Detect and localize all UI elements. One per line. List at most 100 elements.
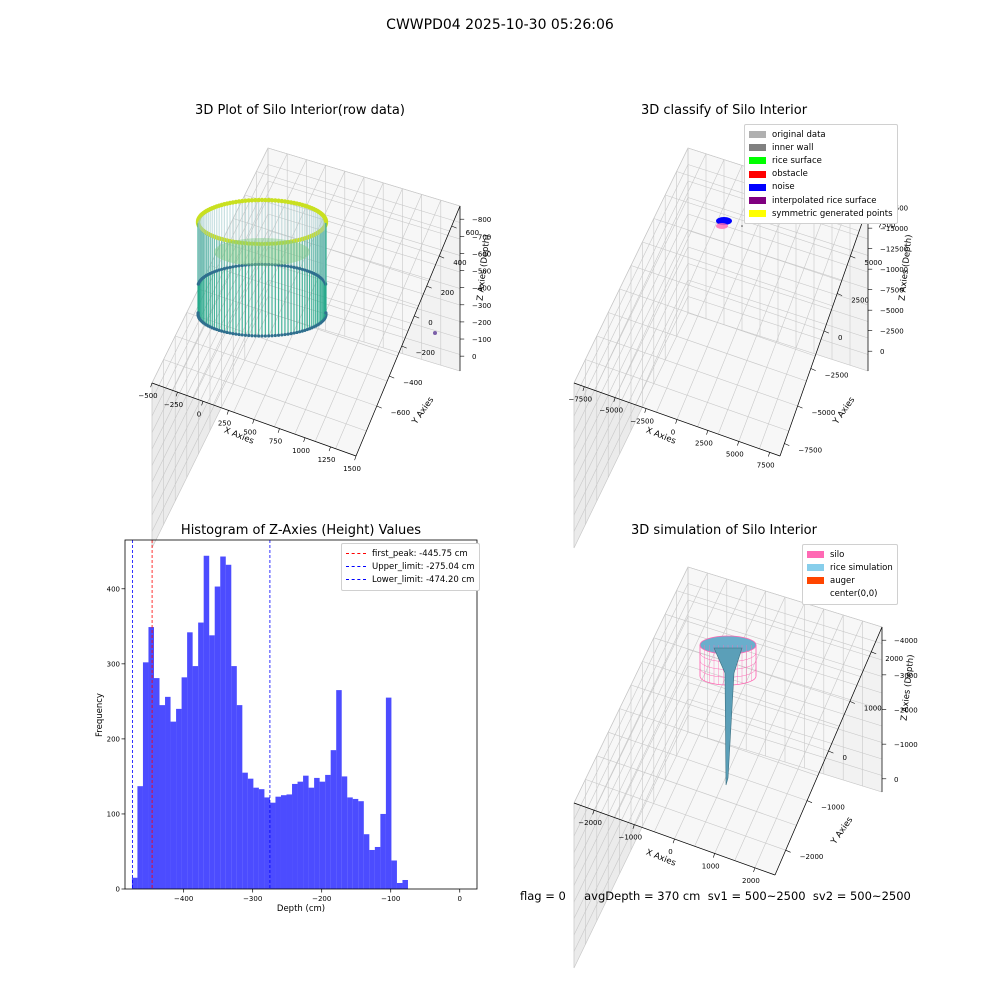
x-tick [613, 397, 616, 402]
wall-bottom-point [267, 262, 271, 267]
grid-line [294, 188, 403, 435]
z-tick-label: −800 [472, 216, 491, 224]
grid-line [653, 637, 850, 702]
wall-bottom-point [300, 329, 304, 333]
wall-bottom-point [247, 333, 251, 338]
wall-bottom-point [280, 263, 284, 268]
legend-swatch [749, 197, 766, 205]
wall-bottom-point [237, 264, 241, 268]
legend-swatch [749, 157, 766, 165]
hist-bar [325, 774, 331, 889]
x-tick-label: 1000 [702, 862, 720, 870]
legend-label: obstacle [772, 169, 808, 180]
legend-swatch [749, 144, 766, 152]
y-tick-label: −5000 [812, 409, 836, 417]
x-tick [753, 867, 756, 873]
hist-bar [292, 783, 298, 889]
wall-top-point [240, 198, 245, 204]
z-axis-label: Z Axies (Depth) [898, 234, 915, 301]
hist-bar [330, 750, 337, 889]
grid-line [573, 665, 689, 903]
y-tick-label: 0 [116, 886, 120, 894]
wall-bottom-point [276, 333, 281, 337]
wall-bottom-point [295, 266, 299, 270]
hist-bar [242, 772, 248, 889]
x-tick-label: −200 [312, 895, 331, 903]
x-tick [592, 810, 595, 815]
x-tick-label: 0 [668, 848, 672, 856]
wall-bottom-point [260, 334, 264, 338]
x-tick [768, 452, 770, 457]
legend-swatch [749, 170, 766, 178]
y-axis-label: Y Axies [410, 395, 437, 427]
legend-label: rice simulation [830, 562, 893, 573]
y-tick [785, 849, 791, 853]
hist-bar [142, 662, 149, 889]
legend-swatch [749, 210, 766, 218]
y-tick [849, 701, 855, 704]
hist-bar [176, 708, 182, 889]
grid-line [738, 194, 833, 442]
x-tick-label: −500 [138, 392, 157, 400]
wall-bottom-point [217, 328, 221, 332]
wall-bottom-point [260, 262, 264, 266]
legend-item: center(0,0) [807, 588, 893, 601]
x-tick-label: 5000 [726, 450, 744, 458]
y-tick-label: 0 [843, 754, 847, 762]
legend-swatch [749, 131, 766, 139]
y-tick [451, 225, 457, 229]
y-tick [376, 405, 382, 409]
hist-bar [198, 622, 204, 889]
hist-bar [341, 776, 348, 889]
wall-bottom-point [240, 333, 244, 337]
wall-bottom-point [286, 264, 290, 268]
y-tick [850, 255, 856, 259]
wall-bottom-point [305, 327, 309, 332]
hist-bar [170, 721, 177, 889]
grid-line [687, 246, 869, 306]
classify-legend: original data inner wall rice surface ob… [744, 124, 898, 225]
hist-bar [137, 786, 143, 889]
legend-item: symmetric generated points [749, 207, 893, 220]
wall-top-point [256, 197, 261, 203]
hist-bar [209, 635, 215, 889]
legend-swatch [807, 577, 824, 585]
hist-bar [214, 586, 221, 889]
grid-line [267, 147, 461, 207]
hist-bar [159, 705, 166, 889]
grid-line [714, 608, 825, 854]
wall-top-point [269, 198, 275, 203]
y-tick-label: −400 [403, 379, 422, 387]
legend-item: silo [807, 548, 893, 561]
wall-top-point [263, 197, 268, 203]
x-tick [706, 430, 709, 435]
hist-bar [187, 632, 193, 889]
wall-bottom-point [196, 311, 200, 315]
wall-bottom-point [303, 268, 307, 272]
z-tick-label: 0 [894, 776, 898, 784]
legend-item: Upper_limit: -275.04 cm [346, 560, 475, 573]
wall-top-point [249, 198, 255, 203]
hist-bar [369, 849, 375, 889]
histogram-axes: −400 −300 −200 −100 0 0 100 200 300 400 Depth (cm)… [95, 539, 478, 914]
grid-line [244, 194, 440, 257]
z-tick-label: −200 [472, 319, 491, 327]
z-tick-label: −1000 [894, 741, 918, 749]
x-tick-label: −300 [243, 895, 262, 903]
wall-bottom-point [231, 265, 235, 269]
legend-label: first_peak: -445.75 cm [372, 548, 468, 559]
wall-bottom-point [253, 262, 257, 267]
wall-bottom-point [295, 330, 299, 335]
y-tick-label: 1000 [864, 704, 882, 712]
wall-bottom-point [289, 265, 293, 269]
hist-bar [314, 777, 320, 889]
legend-label: Lower_limit: -474.20 cm [372, 574, 475, 585]
legend-line [346, 579, 366, 581]
wall-bottom-point [283, 332, 287, 337]
wall-bottom-point [273, 263, 277, 267]
wall-bottom-point [220, 267, 224, 271]
legend-label: original data [772, 129, 826, 140]
legend-label: rice surface [772, 155, 822, 166]
grid-line [573, 296, 689, 532]
grid-line [687, 698, 883, 760]
